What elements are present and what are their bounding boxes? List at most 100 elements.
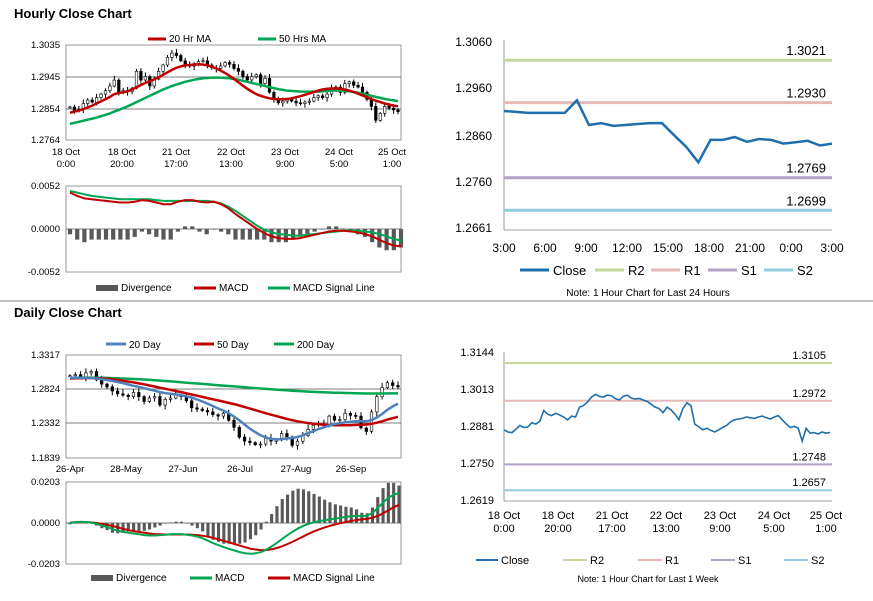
divergence-bar (319, 229, 324, 230)
divergence-bar (392, 482, 396, 523)
candle-body (374, 106, 378, 121)
candle-body (258, 443, 263, 446)
ma20-line (69, 376, 399, 441)
legend-label-divergence: Divergence (116, 573, 167, 584)
candle-body (103, 90, 108, 95)
hourly-levels-xticks: 3:00 6:00 9:00 12:00 15:00 18:00 21:00 0… (492, 241, 844, 255)
divergence-bar (280, 499, 284, 523)
divergence-bar (276, 229, 281, 243)
divergence-bar (137, 523, 141, 531)
candle-body (391, 382, 395, 386)
y-tick-label: 1.2764 (31, 135, 60, 146)
divergence-bar (376, 497, 380, 523)
legend-swatch-divergence (91, 575, 113, 581)
divergence-bar (195, 523, 199, 529)
x-tick-label: 15:00 (653, 241, 683, 255)
divergence-bar (148, 523, 152, 530)
legend-label-r1: R1 (684, 263, 701, 278)
candle-body (73, 374, 77, 377)
x-tick-label: 26-Jul (227, 464, 253, 475)
candle-body (307, 100, 312, 103)
divergence-bar (139, 229, 144, 232)
x-tick-label: 3:00 (820, 241, 844, 255)
x-tick-time: 1:00 (383, 159, 402, 170)
divergence-bar (158, 523, 162, 526)
divergence-bar (397, 485, 401, 523)
divergence-bar (169, 522, 173, 523)
candle-body (211, 411, 215, 415)
divergence-bar (238, 523, 242, 544)
divergence-bar (323, 499, 327, 523)
candle-body (245, 76, 249, 81)
x-tick-date: 25 Oct (810, 510, 842, 522)
divergence-bar (291, 490, 295, 523)
divergence-bar (262, 229, 267, 240)
candle-body (116, 390, 120, 395)
candle-body (205, 410, 210, 413)
candle-body (190, 400, 194, 409)
divergence-bar (168, 229, 173, 240)
s1-level-label: 1.2769 (786, 161, 826, 176)
x-tick-label: 27-Aug (281, 464, 312, 475)
divergence-bar (125, 229, 130, 240)
candle-body (108, 85, 112, 91)
candle-body (86, 99, 90, 104)
x-tick-time: 9:00 (709, 523, 730, 535)
divergence-bar (248, 523, 252, 540)
divergence-bar (211, 229, 216, 230)
y-tick-label: 1.2661 (455, 221, 492, 235)
divergence-bars (68, 482, 401, 544)
daily-price-yticks: 1.3317 1.2824 1.2332 1.1839 (31, 350, 60, 464)
candle-body (258, 74, 263, 84)
candle-body (105, 383, 109, 388)
divergence-bar (398, 229, 404, 248)
y-tick-label: 1.2881 (460, 421, 494, 433)
candle-body (95, 97, 99, 103)
legend-label-divergence: Divergence (121, 283, 172, 294)
daily-price-chart: 20 Day 50 Day 200 Day 1.3317 1.2824 1.23… (31, 340, 402, 475)
hourly-levels-yticks: 1.3060 1.2960 1.2860 1.2760 1.2661 (455, 35, 492, 235)
divergence-bar (67, 229, 73, 235)
divergence-bar (298, 229, 303, 237)
divergence-bar (118, 229, 123, 240)
macd-line (69, 492, 400, 555)
candle-body (254, 74, 258, 77)
candle-body (223, 62, 227, 67)
daily-macd-legend: Divergence MACD MACD Signal Line (91, 573, 375, 584)
divergence-bar (132, 523, 136, 531)
divergence-bar (211, 523, 215, 540)
divergence-bar (339, 505, 343, 523)
x-tick-label: 27-Jun (168, 464, 197, 475)
divergence-bar (305, 229, 310, 235)
legend-label-s1: S1 (741, 263, 757, 278)
x-tick-time: 17:00 (164, 159, 188, 170)
candle-body (161, 64, 165, 72)
y-tick-label: 1.1839 (31, 453, 60, 464)
r2-level-label: 1.3105 (792, 350, 826, 362)
divergence-bar (232, 523, 236, 544)
divergence-bar (381, 488, 385, 523)
candle-body (232, 64, 236, 69)
x-tick-date: 22 Oct (217, 147, 245, 158)
divergence-bar (341, 229, 346, 230)
divergence-bar (384, 229, 389, 251)
legend-swatch-divergence (96, 285, 118, 291)
candle-body (343, 412, 347, 420)
divergence-bar (206, 523, 210, 536)
candle-body (375, 396, 379, 413)
divergence-bar (259, 523, 263, 530)
x-tick-label: 18:00 (694, 241, 724, 255)
hourly-levels-level-lines: 1.3021 1.2930 1.2769 1.2699 (504, 43, 832, 212)
divergence-bar (103, 229, 109, 240)
y-tick-label: 0.0000 (31, 224, 60, 235)
candle-body (68, 106, 72, 109)
candle-body (219, 65, 223, 69)
candle-body (391, 107, 396, 111)
candle-body (360, 86, 365, 93)
candle-body (248, 440, 252, 443)
close-line (503, 98, 833, 165)
candle-body (312, 97, 316, 102)
candle-body (158, 396, 162, 406)
candle-body (174, 52, 179, 56)
legend-label-ma50: 50 Day (217, 340, 249, 351)
